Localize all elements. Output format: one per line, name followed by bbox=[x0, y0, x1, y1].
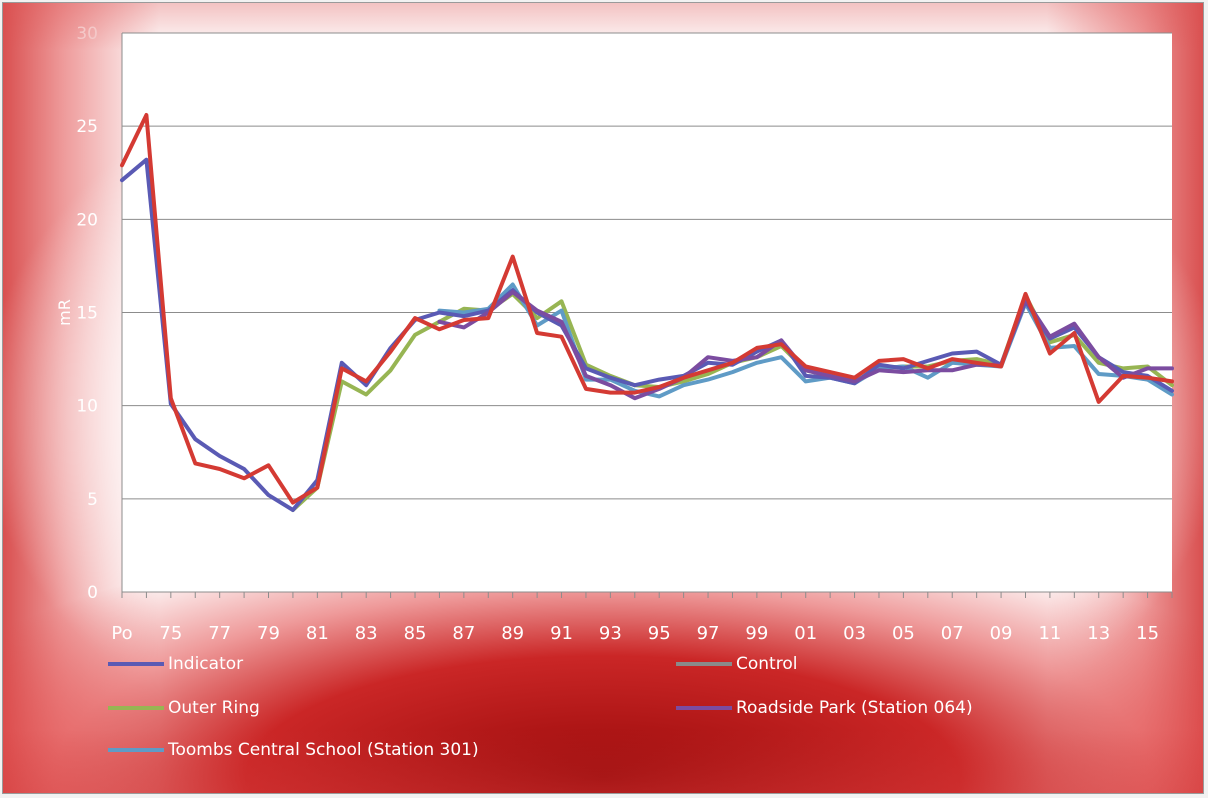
gridlines bbox=[122, 32, 1172, 592]
x-tick-label: 91 bbox=[550, 623, 573, 644]
x-tick-label: 03 bbox=[843, 623, 866, 644]
x-tick-label: 07 bbox=[941, 623, 964, 644]
y-tick-label: 10 bbox=[76, 397, 98, 417]
x-tick-label: 81 bbox=[306, 623, 329, 644]
x-tick-label: Po bbox=[111, 623, 132, 644]
x-tick-label: 97 bbox=[697, 623, 720, 644]
x-tick-label: 13 bbox=[1087, 623, 1110, 644]
x-tick-label: 85 bbox=[404, 623, 427, 644]
series-line-roadside-park-station-064 bbox=[437, 290, 1174, 401]
x-tick-label: 83 bbox=[355, 623, 378, 644]
series-line-toombs-central-school-station-301 bbox=[437, 282, 1174, 399]
y-tick-label: 0 bbox=[87, 583, 98, 603]
y-tick-label: 15 bbox=[76, 304, 98, 324]
y-tick-label: 25 bbox=[76, 117, 98, 137]
x-tick-label: 11 bbox=[1038, 623, 1061, 644]
series-lines bbox=[120, 113, 1174, 512]
x-tick-label: 89 bbox=[501, 623, 524, 644]
x-tick-label: 75 bbox=[159, 623, 182, 644]
series-line-indicator bbox=[120, 113, 1174, 505]
y-axis-title: mR bbox=[55, 299, 74, 326]
series-line-indicator-blue-line bbox=[120, 157, 1174, 512]
x-tick-label: 99 bbox=[745, 623, 768, 644]
x-tick-label: 05 bbox=[892, 623, 915, 644]
x-tick-label: 15 bbox=[1136, 623, 1159, 644]
y-tick-label: 20 bbox=[76, 210, 98, 230]
x-tick-label: 93 bbox=[599, 623, 622, 644]
axes bbox=[121, 33, 1173, 598]
x-tick-label: 09 bbox=[990, 623, 1013, 644]
x-tick-label: 87 bbox=[452, 623, 475, 644]
x-tick-label: 79 bbox=[257, 623, 280, 644]
y-tick-label: 30 bbox=[76, 24, 98, 44]
x-tick-label: 95 bbox=[648, 623, 671, 644]
x-tick-label: 77 bbox=[208, 623, 231, 644]
y-tick-label: 5 bbox=[87, 490, 98, 510]
x-tick-label: 01 bbox=[794, 623, 817, 644]
